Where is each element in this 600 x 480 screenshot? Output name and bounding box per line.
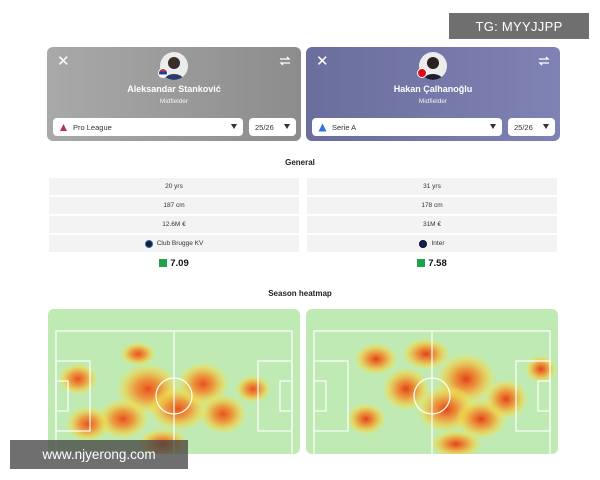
stat-market-value: 31M € [307, 216, 557, 233]
stat-club: Club Brugge KV [49, 235, 299, 252]
stat-market-value: 12.6M € [49, 216, 299, 233]
stat-height: 187 cm [49, 197, 299, 214]
club-icon [144, 239, 153, 248]
league-select[interactable]: Pro League [53, 118, 243, 136]
flag-icon [158, 68, 168, 78]
stat-rating-value: 7.09 [170, 257, 189, 269]
chevron-down-icon [231, 124, 237, 129]
swap-icon[interactable] [278, 54, 292, 68]
rating-badge-icon [417, 259, 426, 267]
heatmap-pitch-left [48, 309, 300, 454]
section-title-general: General [285, 158, 315, 167]
chevron-down-icon [543, 124, 549, 129]
watermark-bottom: www.njyerong.com [10, 440, 188, 469]
league-select-value: Pro League [73, 122, 112, 132]
league-icon [318, 123, 327, 131]
stat-rating: 7.09 [49, 254, 299, 272]
stat-rating-value: 7.58 [428, 257, 447, 269]
player-name: Hakan Çalhanoğlu [393, 84, 473, 94]
section-title-heatmap: Season heatmap [268, 289, 332, 298]
stat-club-name: Club Brugge KV [156, 240, 204, 247]
season-select[interactable]: 25/26 [249, 118, 296, 136]
stat-age: 20 yrs [49, 178, 299, 195]
season-select[interactable]: 25/26 [508, 118, 555, 136]
swap-icon[interactable] [537, 54, 551, 68]
chevron-down-icon [490, 124, 496, 129]
stat-rating: 7.58 [307, 254, 557, 272]
player-card-right: ✕ Hakan Çalhanoğlu Midfielder Serie A 25… [306, 47, 560, 141]
season-select-value: 25/26 [255, 122, 274, 132]
club-icon [419, 239, 428, 248]
heatmap-pitch-right [306, 309, 558, 454]
stat-club-name: Inter [431, 240, 445, 247]
watermark-top: TG: MYYJJPP [449, 13, 589, 39]
league-icon [60, 123, 67, 131]
heatmap [313, 330, 557, 454]
chevron-down-icon [284, 124, 290, 129]
flag-icon [417, 68, 427, 78]
stat-age: 31 yrs [307, 178, 557, 195]
league-select[interactable]: Serie A [312, 118, 502, 136]
player-name: Aleksandar Stanković [127, 84, 221, 94]
rating-badge-icon [159, 259, 168, 267]
avatar [419, 52, 447, 80]
player-position: Midfielder [159, 98, 189, 105]
league-select-value: Serie A [332, 122, 357, 132]
general-stats-left: 20 yrs 187 cm 12.6M € Club Brugge KV 7.0… [49, 178, 299, 274]
general-stats-right: 31 yrs 178 cm 31M € Inter 7.58 [307, 178, 557, 274]
season-select-value: 25/26 [514, 122, 533, 132]
player-card-left: ✕ Aleksandar Stanković Midfielder Pro Le… [47, 47, 301, 141]
stat-height: 178 cm [307, 197, 557, 214]
stat-club: Inter [307, 235, 557, 252]
close-icon[interactable]: ✕ [57, 53, 70, 70]
close-icon[interactable]: ✕ [316, 53, 329, 70]
player-position: Midfielder [418, 98, 448, 105]
heatmap [55, 330, 293, 454]
